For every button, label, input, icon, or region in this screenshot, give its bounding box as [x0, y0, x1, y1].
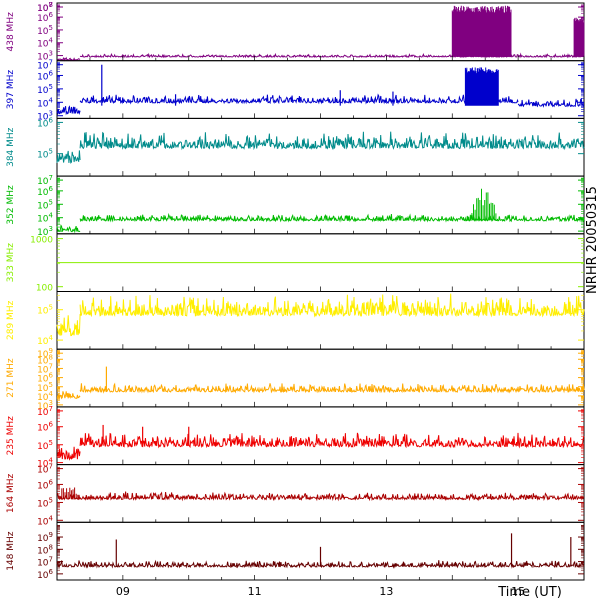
burst-mark: [58, 487, 80, 499]
y-tick-label: 106: [37, 69, 53, 82]
y-tick-label: 100: [36, 284, 53, 294]
burst-mark: [451, 5, 512, 57]
y-tick-label: 103: [37, 399, 53, 412]
y-tick-label: 103: [37, 50, 53, 63]
series-label: 333 MHz: [6, 243, 16, 283]
y-tick-label: 105: [37, 198, 53, 211]
y-tick-label: 106: [37, 478, 53, 491]
y-tick-label: 107: [37, 1, 53, 14]
x-tick-label: 15: [511, 585, 525, 598]
series-trace: [56, 382, 585, 400]
panel-289-mhz: 104 105 289 MHz: [6, 291, 585, 350]
series-label: 384 MHz: [6, 127, 16, 167]
y-tick-label: 106: [37, 11, 53, 24]
x-tick-label: 11: [248, 585, 262, 598]
side-label: NRHR 20050315: [585, 186, 600, 294]
y-tick-label: 1000: [30, 236, 53, 246]
series-trace: [56, 491, 585, 502]
y-tick-label: 106: [37, 116, 53, 129]
y-tick-label: 106: [37, 421, 53, 434]
burst-mark: [469, 188, 498, 221]
y-tick-label: 109: [37, 347, 53, 360]
series-trace: [56, 93, 585, 116]
x-tick-label: 13: [379, 585, 393, 598]
series-trace: [56, 212, 585, 234]
y-tick-label: 107: [37, 59, 53, 72]
y-tick-label: 104: [37, 212, 53, 225]
series-label: 271 MHz: [6, 358, 16, 398]
burst-mark: [464, 67, 499, 106]
burst-mark: [573, 17, 585, 57]
y-tick-label: 105: [37, 24, 53, 37]
y-tick-label: 105: [37, 439, 53, 452]
series-trace: [56, 293, 585, 337]
y-tick-label: 106: [37, 372, 53, 385]
y-tick-label: 104: [37, 96, 53, 109]
y-tick-label: 108: [37, 543, 53, 556]
y-tick-label: 104: [37, 334, 53, 347]
y-tick-label: 104: [37, 390, 53, 403]
series-trace: [56, 432, 585, 461]
panel-235-mhz: 104 105 106 107 235 MHz: [6, 405, 585, 470]
y-tick-label: 106: [37, 185, 53, 198]
y-tick-label: 105: [37, 304, 53, 317]
series-label: 438 MHz: [6, 12, 16, 52]
y-tick-label: 104: [37, 37, 53, 50]
y-tick-label: 109: [37, 531, 53, 544]
y-tick-label: 105: [37, 148, 53, 161]
series-label: 235 MHz: [6, 416, 16, 456]
y-tick-label: 107: [37, 556, 53, 569]
y-tick-label: 107: [37, 405, 53, 418]
y-tick-label: 105: [37, 496, 53, 509]
x-axis-label: Time (UT): [497, 585, 562, 600]
series-label: 397 MHz: [6, 70, 16, 110]
y-tick-label: 107: [37, 463, 53, 476]
y-tick-label: 104: [37, 514, 53, 527]
y-tick-label: 104: [37, 457, 53, 470]
y-tick-label: 108: [37, 353, 53, 366]
series-label: 289 MHz: [6, 300, 16, 340]
y-tick-label: 105: [37, 381, 53, 394]
x-tick-label: 09: [116, 585, 130, 598]
series-label: 148 MHz: [6, 531, 16, 571]
y-tick-label: 103: [37, 110, 53, 123]
x-axis: 09 11 13 15: [116, 585, 525, 598]
panel-333-mhz: 100 1000 333 MHz: [6, 233, 585, 294]
panel-384-mhz: 105 106 384 MHz: [6, 116, 585, 177]
y-tick-label: 108: [37, 1, 53, 14]
y-tick-label: 107: [37, 174, 53, 187]
y-tick-label: 106: [37, 568, 53, 581]
y-tick-label: 105: [37, 83, 53, 96]
series-label: 352 MHz: [6, 185, 16, 225]
y-tick-label: 107: [37, 362, 53, 375]
y-tick-label: 103: [37, 225, 53, 238]
series-label: 164 MHz: [6, 474, 16, 514]
series-trace: [56, 131, 585, 164]
